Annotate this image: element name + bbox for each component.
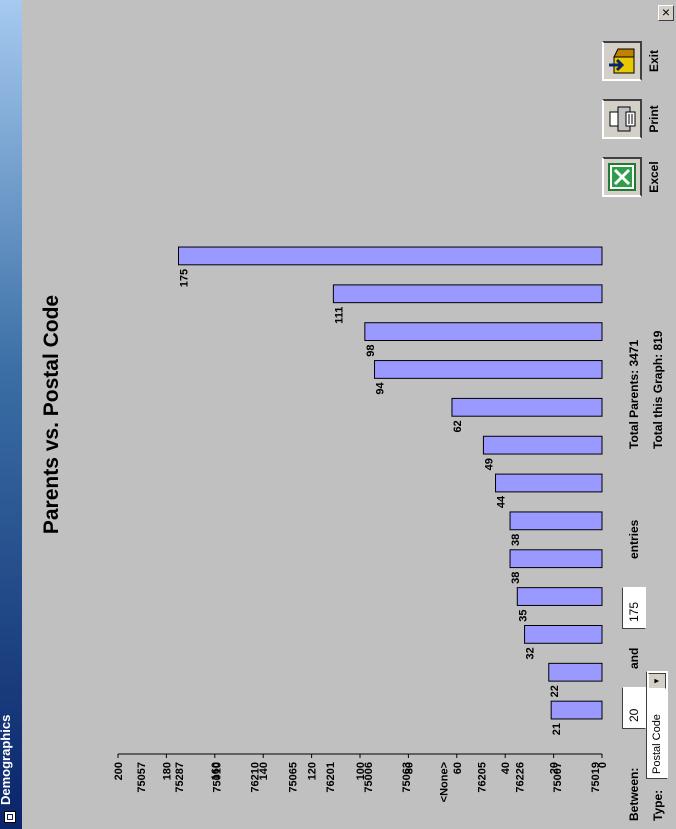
close-button[interactable]: × (658, 5, 674, 21)
category-label: <None> (439, 762, 451, 802)
bar-value-label: 49 (483, 458, 495, 470)
window-content: Parents vs. Postal Code 0 20 40 60 80 100 120 1… (22, 0, 676, 829)
bar-value-label: 111 (333, 307, 345, 324)
bar-value-label: 35 (517, 609, 529, 621)
print-button[interactable] (602, 99, 642, 139)
value-axis-tick-label: 60 (452, 762, 464, 774)
entries-label: entries (627, 519, 641, 559)
bar-value-label: 94 (375, 381, 387, 394)
print-label[interactable]: Print (647, 105, 661, 133)
bar-chart: 0 20 40 60 80 100 120 140 160 180 200 21 75057 22 7528… (113, 246, 609, 802)
window-title: Demographics (0, 714, 13, 805)
min-value-field[interactable]: 20 (622, 687, 646, 729)
app-icon (4, 811, 16, 823)
bar-value-label: 21 (551, 723, 563, 735)
value-axis-tick-label: 0 (597, 762, 609, 768)
bar-6 (495, 473, 603, 493)
category-label: 76201 (325, 762, 337, 793)
value-axis-tick-label: 40 (500, 762, 512, 774)
type-label: Type: (651, 789, 665, 821)
category-label: 75287 (174, 762, 186, 793)
chevron-down-icon[interactable]: ▼ (648, 673, 666, 689)
value-axis-tick-label: 80 (403, 762, 415, 774)
bar-value-label: 44 (496, 495, 508, 508)
category-label: 75065 (287, 762, 299, 793)
total-parents: Total Parents: 3471 (627, 339, 641, 449)
value-axis-tick-label: 120 (307, 762, 319, 780)
value-axis-tick-label: 160 (210, 762, 222, 780)
bar-value-label: 175 (179, 269, 191, 287)
between-label: Between: (627, 767, 641, 821)
category-label: 75010 (212, 762, 224, 793)
bar-value-label: 22 (549, 685, 561, 697)
bar-value-label: 98 (365, 345, 377, 357)
excel-button[interactable] (602, 157, 642, 197)
bar-10 (364, 322, 603, 342)
bar-5 (509, 511, 603, 531)
bar-9 (374, 360, 603, 379)
total-graph: Total this Graph: 819 (651, 330, 665, 449)
excel-icon (608, 163, 636, 191)
value-axis-tick-label: 200 (113, 762, 125, 780)
type-select[interactable]: Postal Code ▼ (646, 671, 668, 779)
category-label: 76205 (477, 762, 489, 793)
value-axis-tick-label: 180 (161, 762, 173, 780)
max-value-field[interactable]: 175 (622, 587, 646, 629)
bar-2 (524, 624, 603, 644)
bar-value-label: 38 (510, 534, 522, 546)
printer-icon (609, 106, 636, 132)
bar-8 (451, 397, 603, 417)
exit-button[interactable] (602, 41, 642, 81)
and-label: and (627, 647, 641, 669)
exit-label[interactable]: Exit (647, 50, 661, 73)
value-axis-tick-label: 100 (355, 762, 367, 780)
exit-door-icon (609, 48, 635, 74)
category-label: 75063 (401, 762, 413, 793)
bar-0 (550, 700, 603, 720)
bar-1 (548, 662, 603, 682)
bar-11 (332, 284, 603, 304)
bar-3 (516, 587, 603, 606)
bar-7 (482, 435, 603, 455)
category-label: 75007 (552, 762, 564, 793)
bar-value-label: 38 (510, 572, 522, 584)
type-select-value: Postal Code (651, 714, 663, 774)
bar-4 (509, 549, 603, 569)
category-label: 75006 (363, 762, 375, 793)
bar-value-label: 62 (452, 420, 464, 432)
value-axis-tick-label: 140 (258, 762, 270, 780)
value-axis-tick-label: 20 (549, 762, 561, 774)
category-label: 76226 (514, 762, 526, 793)
excel-label[interactable]: Excel (647, 161, 661, 193)
bar-12 (178, 246, 603, 266)
title-bar[interactable]: Demographics (0, 0, 22, 829)
category-label: 76210 (249, 762, 261, 793)
content-area: Parents vs. Postal Code 0 20 40 60 80 100 120 1… (22, 0, 676, 829)
category-label: 75019 (590, 762, 602, 793)
bar-value-label: 32 (525, 647, 537, 659)
category-label: 75057 (136, 762, 148, 793)
